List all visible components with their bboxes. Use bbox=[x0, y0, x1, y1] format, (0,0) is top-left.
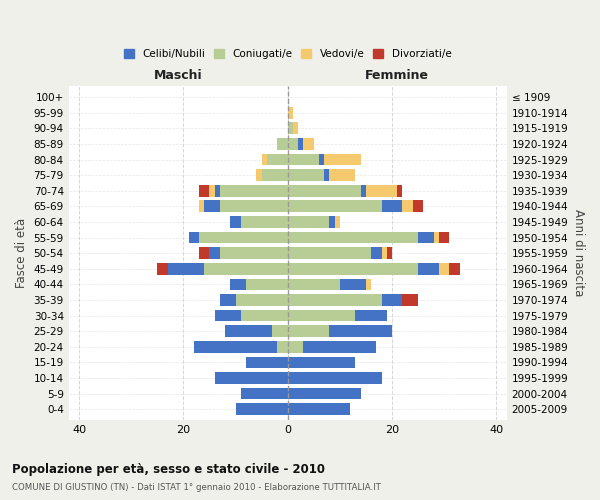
Bar bbox=[204, 263, 287, 274]
Bar bbox=[241, 388, 287, 400]
Bar bbox=[220, 248, 287, 259]
Y-axis label: Fasce di età: Fasce di età bbox=[15, 218, 28, 288]
Bar bbox=[230, 278, 246, 290]
Bar bbox=[361, 185, 366, 196]
Bar bbox=[225, 326, 272, 337]
Bar bbox=[340, 278, 366, 290]
Bar bbox=[329, 216, 335, 228]
Bar bbox=[287, 356, 355, 368]
Bar bbox=[220, 185, 287, 196]
Text: Popolazione per età, sesso e stato civile - 2010: Popolazione per età, sesso e stato civil… bbox=[12, 462, 325, 475]
Bar bbox=[168, 263, 204, 274]
Bar bbox=[230, 216, 241, 228]
Bar bbox=[324, 170, 329, 181]
Bar bbox=[246, 278, 287, 290]
Bar bbox=[277, 138, 287, 150]
Bar bbox=[194, 341, 277, 352]
Bar bbox=[366, 278, 371, 290]
Bar bbox=[387, 248, 392, 259]
Bar bbox=[272, 326, 287, 337]
Legend: Celibi/Nubili, Coniugati/e, Vedovi/e, Divorziati/e: Celibi/Nubili, Coniugati/e, Vedovi/e, Di… bbox=[120, 44, 455, 63]
Bar bbox=[382, 200, 403, 212]
Bar bbox=[287, 232, 418, 243]
Bar bbox=[382, 294, 403, 306]
Bar bbox=[236, 294, 287, 306]
Text: COMUNE DI GIUSTINO (TN) - Dati ISTAT 1° gennaio 2010 - Elaborazione TUTTITALIA.I: COMUNE DI GIUSTINO (TN) - Dati ISTAT 1° … bbox=[12, 484, 381, 492]
Bar bbox=[199, 232, 287, 243]
Bar bbox=[241, 216, 287, 228]
Bar bbox=[287, 294, 382, 306]
Bar bbox=[199, 248, 209, 259]
Bar bbox=[157, 263, 168, 274]
Bar bbox=[246, 356, 287, 368]
Bar bbox=[439, 263, 449, 274]
Bar bbox=[329, 326, 392, 337]
Bar bbox=[418, 232, 434, 243]
Bar bbox=[287, 372, 382, 384]
Bar bbox=[236, 404, 287, 415]
Bar bbox=[256, 170, 262, 181]
Bar bbox=[287, 154, 319, 166]
Bar bbox=[382, 248, 387, 259]
Bar bbox=[287, 326, 329, 337]
Bar bbox=[287, 404, 350, 415]
Bar bbox=[293, 122, 298, 134]
Bar bbox=[215, 185, 220, 196]
Bar bbox=[329, 170, 355, 181]
Bar bbox=[241, 310, 287, 322]
Bar bbox=[204, 200, 220, 212]
Bar bbox=[209, 248, 220, 259]
Bar bbox=[262, 154, 267, 166]
Bar bbox=[355, 310, 387, 322]
Bar bbox=[188, 232, 199, 243]
Bar bbox=[220, 200, 287, 212]
Bar bbox=[449, 263, 460, 274]
Bar bbox=[287, 185, 361, 196]
Bar bbox=[287, 248, 371, 259]
Bar bbox=[403, 200, 413, 212]
Bar bbox=[287, 200, 382, 212]
Bar bbox=[335, 216, 340, 228]
Bar bbox=[287, 341, 304, 352]
Y-axis label: Anni di nascita: Anni di nascita bbox=[572, 210, 585, 297]
Bar bbox=[215, 372, 287, 384]
Bar bbox=[287, 310, 355, 322]
Bar bbox=[287, 122, 293, 134]
Bar bbox=[304, 138, 314, 150]
Bar bbox=[267, 154, 287, 166]
Bar bbox=[434, 232, 439, 243]
Bar bbox=[287, 107, 293, 118]
Bar bbox=[298, 138, 304, 150]
Bar bbox=[403, 294, 418, 306]
Bar bbox=[324, 154, 361, 166]
Bar bbox=[199, 200, 204, 212]
Bar bbox=[287, 170, 324, 181]
Bar bbox=[287, 216, 329, 228]
Bar bbox=[418, 263, 439, 274]
Bar bbox=[215, 310, 241, 322]
Bar bbox=[371, 248, 382, 259]
Text: Femmine: Femmine bbox=[365, 68, 429, 82]
Bar bbox=[439, 232, 449, 243]
Text: Maschi: Maschi bbox=[154, 68, 202, 82]
Bar bbox=[199, 185, 209, 196]
Bar bbox=[262, 170, 287, 181]
Bar bbox=[413, 200, 423, 212]
Bar bbox=[287, 388, 361, 400]
Bar bbox=[287, 138, 298, 150]
Bar bbox=[287, 263, 418, 274]
Bar bbox=[220, 294, 236, 306]
Bar bbox=[366, 185, 397, 196]
Bar bbox=[209, 185, 215, 196]
Bar bbox=[277, 341, 287, 352]
Bar bbox=[287, 278, 340, 290]
Bar bbox=[397, 185, 403, 196]
Bar bbox=[319, 154, 324, 166]
Bar bbox=[304, 341, 376, 352]
